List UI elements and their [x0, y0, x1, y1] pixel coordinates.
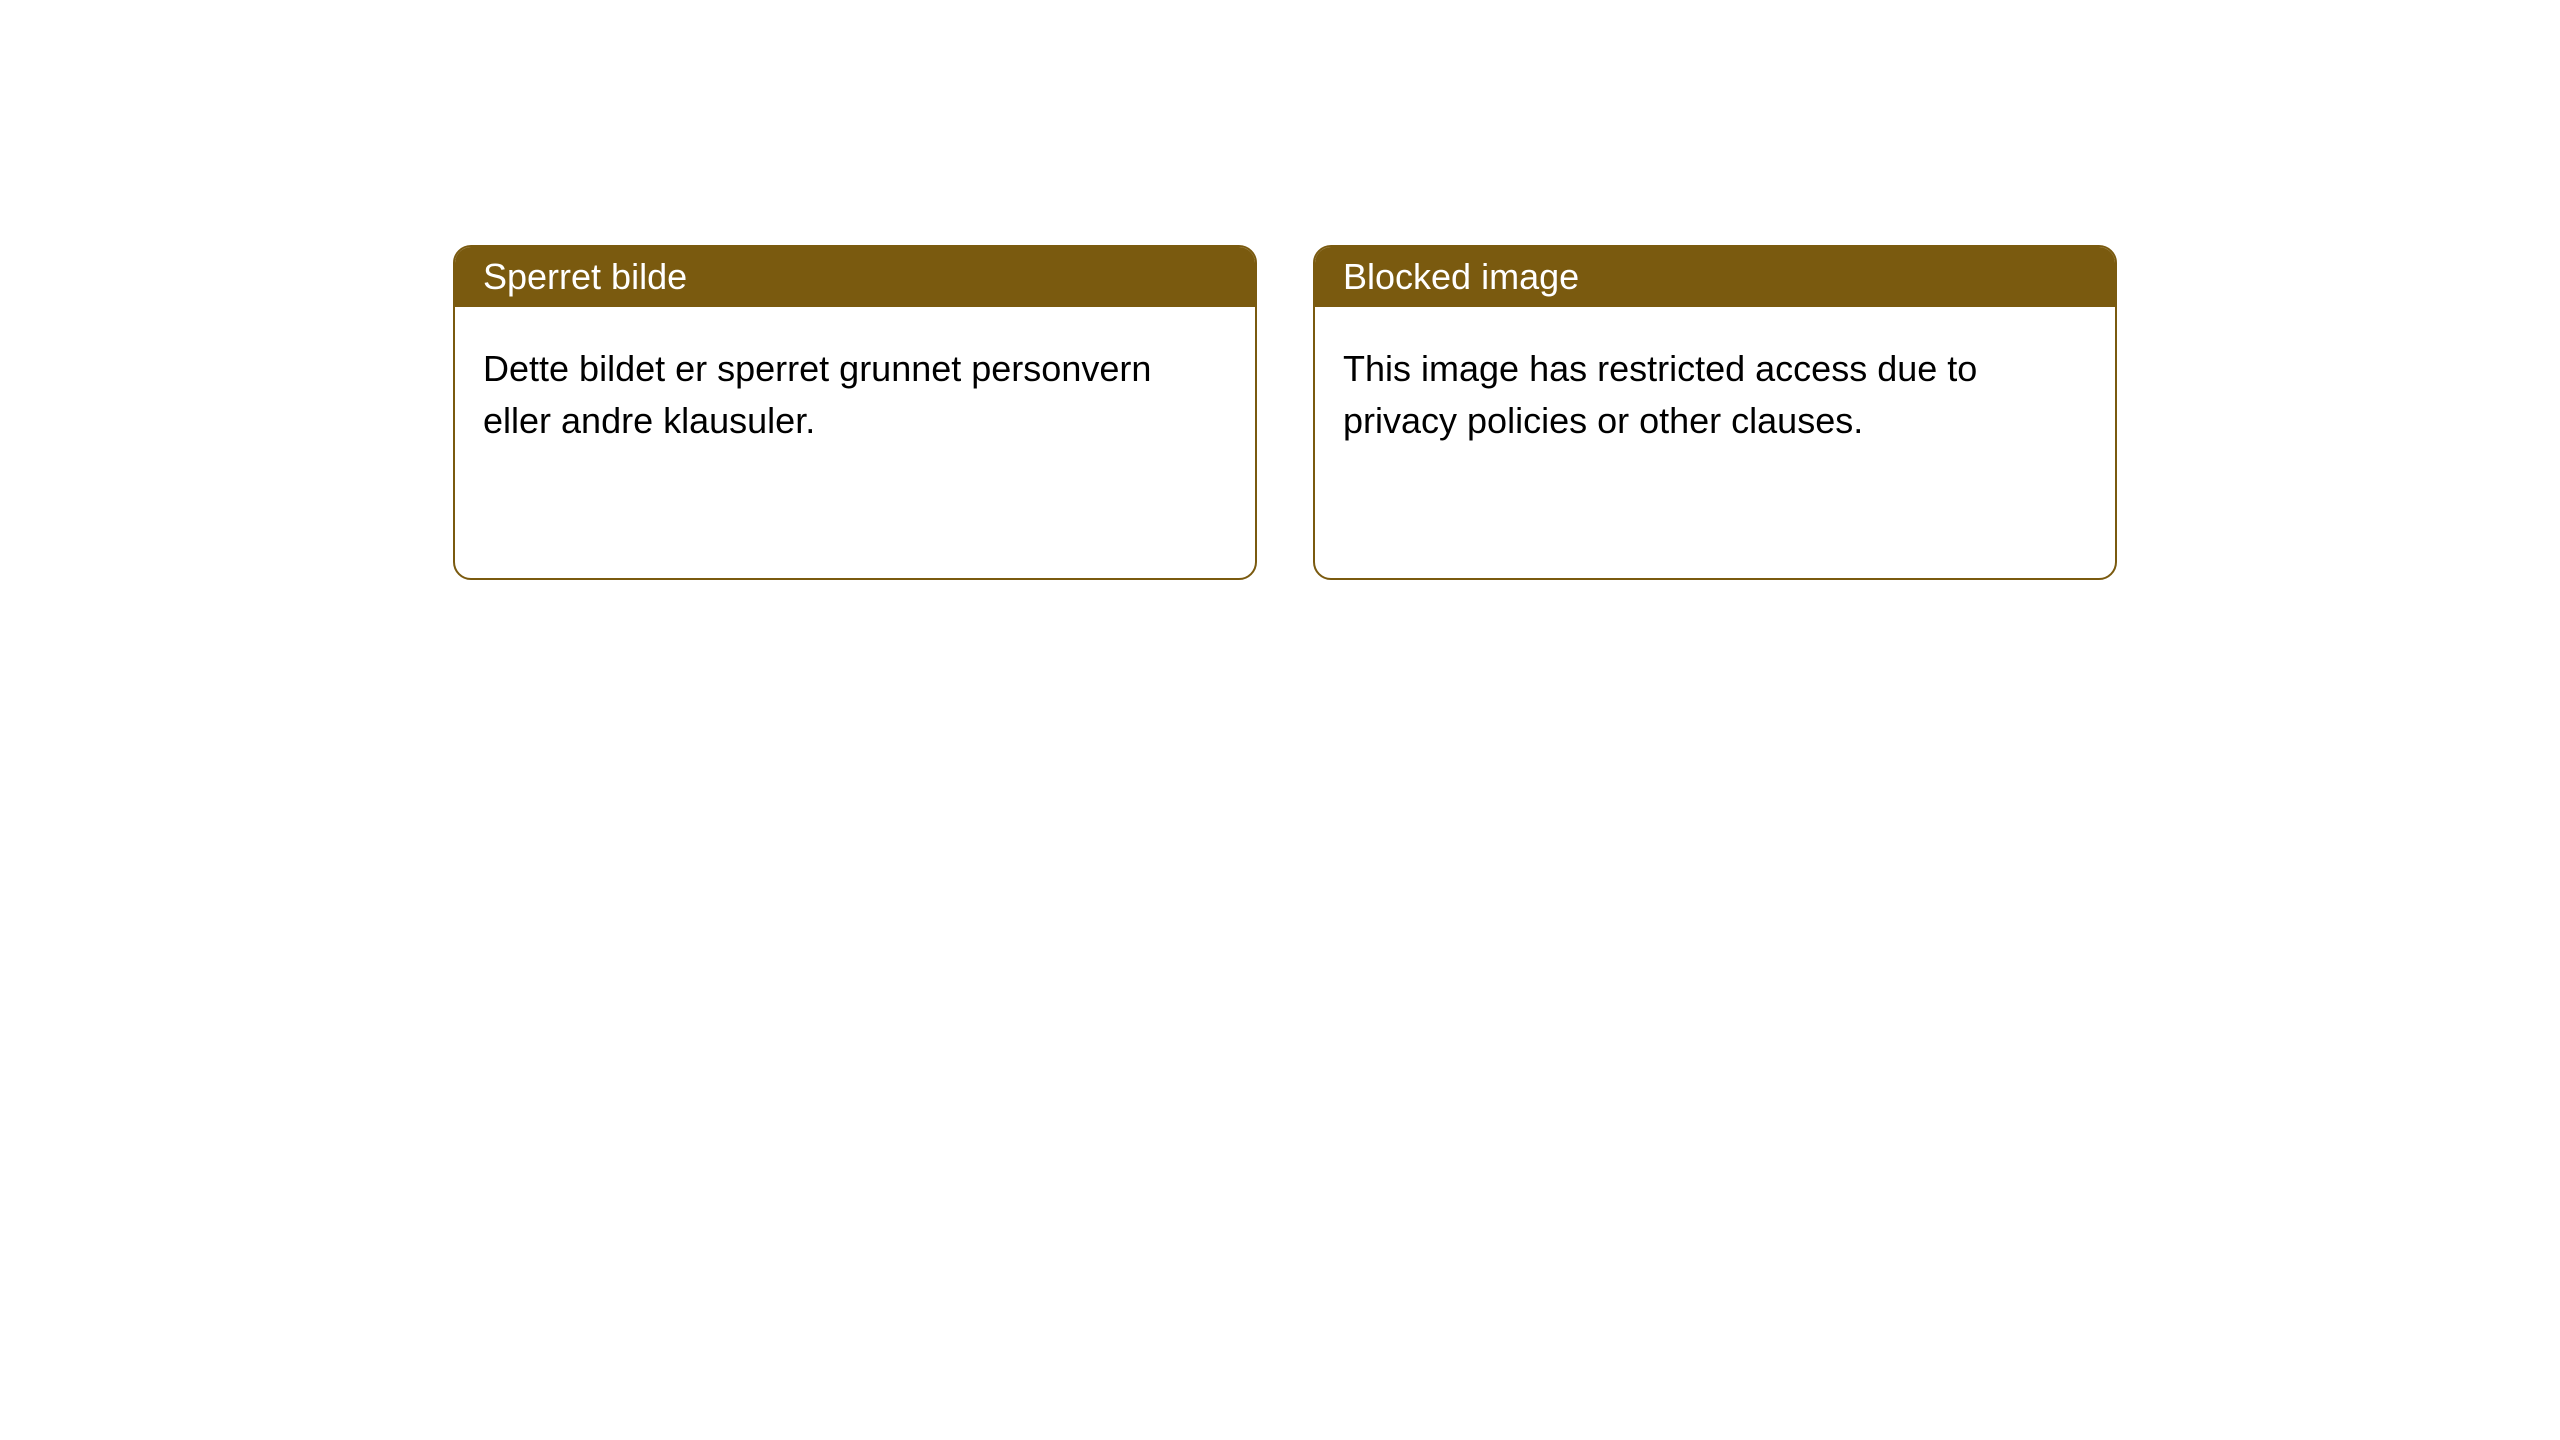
card-body-text: This image has restricted access due to … [1343, 348, 1977, 441]
card-title: Sperret bilde [483, 256, 687, 298]
card-header: Sperret bilde [455, 247, 1255, 307]
card-body: Dette bildet er sperret grunnet personve… [455, 307, 1255, 483]
notice-card-norwegian: Sperret bilde Dette bildet er sperret gr… [453, 245, 1257, 580]
card-body-text: Dette bildet er sperret grunnet personve… [483, 348, 1151, 441]
card-title: Blocked image [1343, 256, 1579, 298]
card-header: Blocked image [1315, 247, 2115, 307]
notice-card-english: Blocked image This image has restricted … [1313, 245, 2117, 580]
notice-cards-container: Sperret bilde Dette bildet er sperret gr… [453, 245, 2117, 580]
card-body: This image has restricted access due to … [1315, 307, 2115, 483]
